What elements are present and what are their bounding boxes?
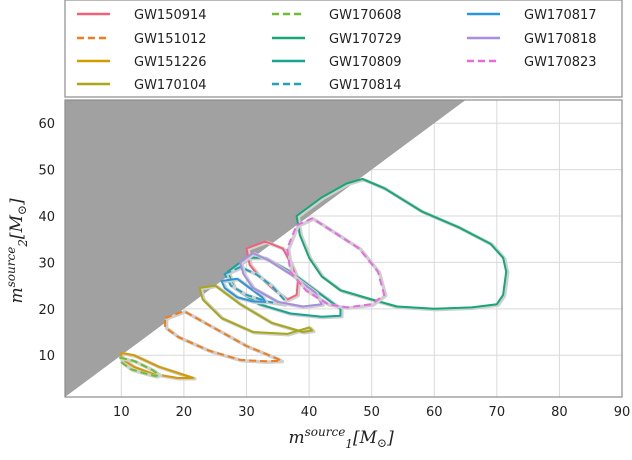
x-tick-label: 50 (363, 405, 380, 420)
plot-area: 10 20 30 40 50 60 70 80 90 10 20 30 40 50 60 (38, 99, 631, 420)
y-tick-label: 50 (38, 164, 55, 179)
x-tick-label: 30 (238, 405, 255, 420)
legend-entry-gw170104: GW170104 (77, 78, 207, 93)
legend-entry-gw170814: GW170814 (272, 78, 402, 93)
y-tick-label: 60 (38, 117, 55, 132)
series-contour-gw151012 (164, 310, 282, 363)
legend-entry-gw151226: GW151226 (77, 55, 207, 70)
legend-label: GW170729 (329, 32, 402, 47)
x-tick-label: 60 (426, 405, 443, 420)
series-contour-gw170823 (286, 217, 386, 309)
legend-label: GW151012 (134, 32, 207, 47)
legend: GW150914 GW151012 GW151226 GW170104 GW170608… (64, 0, 623, 98)
x-tick-label: 90 (614, 405, 631, 420)
series-contour-gw151226 (120, 351, 195, 379)
x-tick-label: 20 (176, 405, 193, 420)
series-contour-gw170608 (119, 356, 160, 378)
x-tick-label: 40 (301, 405, 318, 420)
legend-label: GW170823 (524, 55, 597, 70)
plot-frame (64, 99, 623, 398)
legend-entry-gw170823: GW170823 (467, 55, 597, 70)
legend-box (64, 0, 623, 98)
legend-entry-gw170817: GW170817 (467, 8, 597, 23)
y-tick-label: 10 (38, 349, 55, 364)
x-axis-label: msource1[M⊙] (289, 425, 395, 451)
legend-entry-gw150914: GW150914 (77, 8, 207, 23)
x-tick-label: 80 (551, 405, 568, 420)
series-contour-gw170818 (239, 252, 323, 308)
legend-label: GW170608 (329, 8, 402, 23)
legend-label: GW170814 (329, 78, 402, 93)
legend-entry-gw170809: GW170809 (272, 55, 402, 70)
legend-label: GW170104 (134, 78, 207, 93)
legend-label: GW151226 (134, 55, 207, 70)
legend-label: GW170817 (524, 8, 597, 23)
legend-label: GW170809 (329, 55, 402, 70)
legend-entry-gw170608: GW170608 (272, 8, 402, 23)
x-tick-label: 70 (489, 405, 506, 420)
series-contour-gw170817 (220, 277, 267, 303)
y-tick-label: 30 (38, 256, 55, 271)
series-contour-gw170814 (223, 266, 285, 306)
legend-entry-gw151012: GW151012 (77, 32, 207, 47)
y-tick-label: 40 (38, 210, 55, 225)
legend-entry-gw170729: GW170729 (272, 32, 402, 47)
series-contour-gw170104 (198, 284, 314, 335)
y-axis-label: msource2[M⊙] (4, 198, 30, 304)
legend-label: GW150914 (134, 8, 207, 23)
legend-label: GW170818 (524, 32, 597, 47)
legend-entry-gw170818: GW170818 (467, 32, 597, 47)
y-tick-label: 20 (38, 303, 55, 318)
x-tick-label: 10 (113, 405, 130, 420)
series-contour-gw170729 (295, 177, 508, 310)
